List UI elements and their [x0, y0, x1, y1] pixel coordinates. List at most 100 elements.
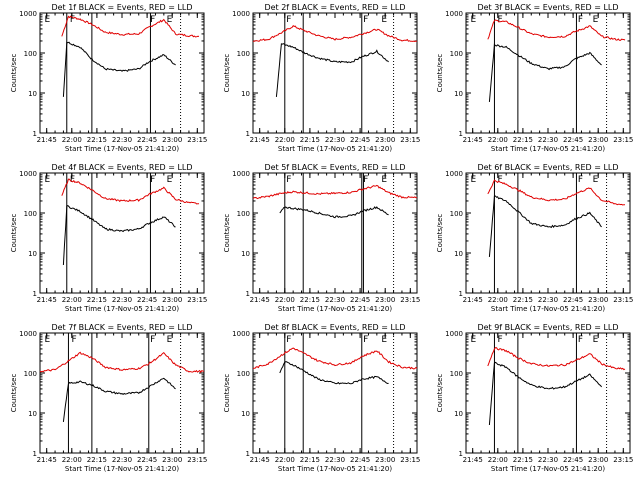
x-tick-label: 22:30 — [325, 136, 345, 144]
event-marker-label: E — [471, 15, 477, 25]
y-tick-label: 1000 — [445, 10, 463, 18]
x-tick-label: 23:15 — [613, 456, 633, 464]
x-tick-label: 22:00 — [62, 296, 82, 304]
y-axis-label: Counts/sec — [436, 214, 444, 253]
x-tick-label: 22:00 — [275, 136, 295, 144]
x-tick-label: 23:15 — [187, 296, 207, 304]
y-tick-label: 1000 — [232, 10, 250, 18]
x-tick-label: 23:00 — [375, 296, 395, 304]
detector-panel-2: Det 2f BLACK = Events, RED = LLD 1 10 100 10… — [223, 3, 420, 153]
event-marker-label: F — [578, 175, 583, 185]
detector-panel-5: Det 5f BLACK = Events, RED = LLD 1 10 100 10… — [223, 163, 420, 313]
x-axis-label: Start Time (17-Nov-05 21:41:20) — [491, 305, 605, 313]
y-tick-label: 10 — [28, 410, 37, 418]
detector-panel-1: Det 1f BLACK = Events, RED = LLD 1 10 100 10… — [10, 3, 207, 153]
panel-title: Det 4f BLACK = Events, RED = LLD — [51, 163, 192, 172]
event-marker-label: E — [381, 175, 387, 185]
x-tick-label: 21:45 — [37, 136, 57, 144]
event-marker-label: E — [593, 175, 599, 185]
plot-frame — [465, 172, 631, 294]
events-series-line — [488, 361, 602, 426]
x-tick-label: 22:45 — [137, 136, 157, 144]
y-tick-label: 1 — [33, 130, 37, 138]
y-tick-label: 1000 — [445, 170, 463, 178]
x-tick-label: 21:45 — [37, 296, 57, 304]
detector-panel-4: Det 4f BLACK = Events, RED = LLD 1 10 100 10… — [10, 163, 207, 313]
x-tick-label: 22:15 — [513, 136, 533, 144]
plot-frame — [252, 172, 418, 294]
lld-series-line — [252, 347, 418, 370]
x-tick-label: 22:30 — [112, 296, 132, 304]
y-tick-label: 100 — [450, 370, 463, 378]
plot-frame — [39, 172, 205, 294]
detector-panel-7: Det 7f BLACK = Events, RED = LLD 1 10 100 10… — [10, 323, 207, 473]
events-series-line — [279, 361, 389, 385]
x-tick-label: 22:45 — [137, 456, 157, 464]
y-axis-label: Counts/sec — [10, 374, 18, 413]
event-marker-label: F — [363, 335, 368, 345]
x-tick-label: 22:00 — [488, 136, 508, 144]
event-marker-label: F — [150, 175, 155, 185]
event-marker-label: F — [70, 175, 75, 185]
event-marker-label: E — [381, 15, 387, 25]
y-tick-label: 1 — [459, 290, 463, 298]
events-series-line — [275, 43, 389, 97]
x-axis-label: Start Time (17-Nov-05 21:41:20) — [278, 305, 392, 313]
event-marker-label: E — [45, 335, 51, 345]
panel-title: Det 8f BLACK = Events, RED = LLD — [264, 323, 405, 332]
y-axis-label: Counts/sec — [436, 374, 444, 413]
x-tick-label: 23:15 — [613, 136, 633, 144]
x-tick-label: 23:15 — [187, 136, 207, 144]
panel-title: Det 5f BLACK = Events, RED = LLD — [264, 163, 405, 172]
x-tick-label: 23:00 — [162, 136, 182, 144]
x-axis-label: Start Time (17-Nov-05 21:41:20) — [65, 145, 179, 153]
event-marker-label: F — [150, 15, 155, 25]
y-tick-label: 100 — [237, 370, 250, 378]
lld-series-line — [61, 15, 200, 38]
y-tick-label: 10 — [454, 410, 463, 418]
event-marker-label: E — [471, 335, 477, 345]
lld-series-line — [487, 19, 626, 41]
lld-series-line — [487, 347, 626, 371]
y-tick-label: 100 — [237, 210, 250, 218]
y-tick-label: 1 — [33, 450, 37, 458]
panel-title: Det 1f BLACK = Events, RED = LLD — [51, 3, 192, 12]
x-tick-label: 21:45 — [463, 456, 483, 464]
panel-title: Det 9f BLACK = Events, RED = LLD — [477, 323, 618, 332]
y-tick-label: 1000 — [232, 330, 250, 338]
x-tick-label: 21:45 — [250, 296, 270, 304]
x-tick-label: 22:15 — [300, 296, 320, 304]
x-tick-label: 23:15 — [613, 296, 633, 304]
y-tick-label: 1000 — [232, 170, 250, 178]
lld-series-line — [39, 351, 205, 374]
event-marker-label: E — [167, 175, 173, 185]
events-series-line — [62, 205, 176, 266]
plot-frame — [39, 332, 205, 454]
y-axis-label: Counts/sec — [223, 214, 231, 253]
x-tick-label: 22:15 — [300, 136, 320, 144]
x-tick-label: 23:15 — [187, 456, 207, 464]
event-marker-label: E — [45, 15, 51, 25]
x-tick-label: 21:45 — [463, 296, 483, 304]
event-marker-label: E — [45, 175, 51, 185]
event-marker-label: F — [150, 335, 155, 345]
event-marker-label: F — [72, 335, 77, 345]
x-tick-label: 22:30 — [538, 456, 558, 464]
events-series-line — [62, 41, 176, 97]
lld-series-line — [487, 179, 626, 206]
plot-frame — [252, 12, 418, 134]
x-tick-label: 22:15 — [87, 296, 107, 304]
event-marker-label: F — [363, 15, 368, 25]
y-tick-label: 10 — [454, 250, 463, 258]
x-tick-label: 22:00 — [488, 456, 508, 464]
y-tick-label: 1000 — [445, 330, 463, 338]
x-tick-label: 23:15 — [400, 456, 420, 464]
x-axis-label: Start Time (17-Nov-05 21:41:20) — [491, 465, 605, 473]
panel-title: Det 7f BLACK = Events, RED = LLD — [51, 323, 192, 332]
y-tick-label: 1 — [459, 130, 463, 138]
y-tick-label: 10 — [28, 250, 37, 258]
plot-frame — [252, 332, 418, 454]
y-axis-label: Counts/sec — [223, 374, 231, 413]
x-tick-label: 22:45 — [350, 296, 370, 304]
